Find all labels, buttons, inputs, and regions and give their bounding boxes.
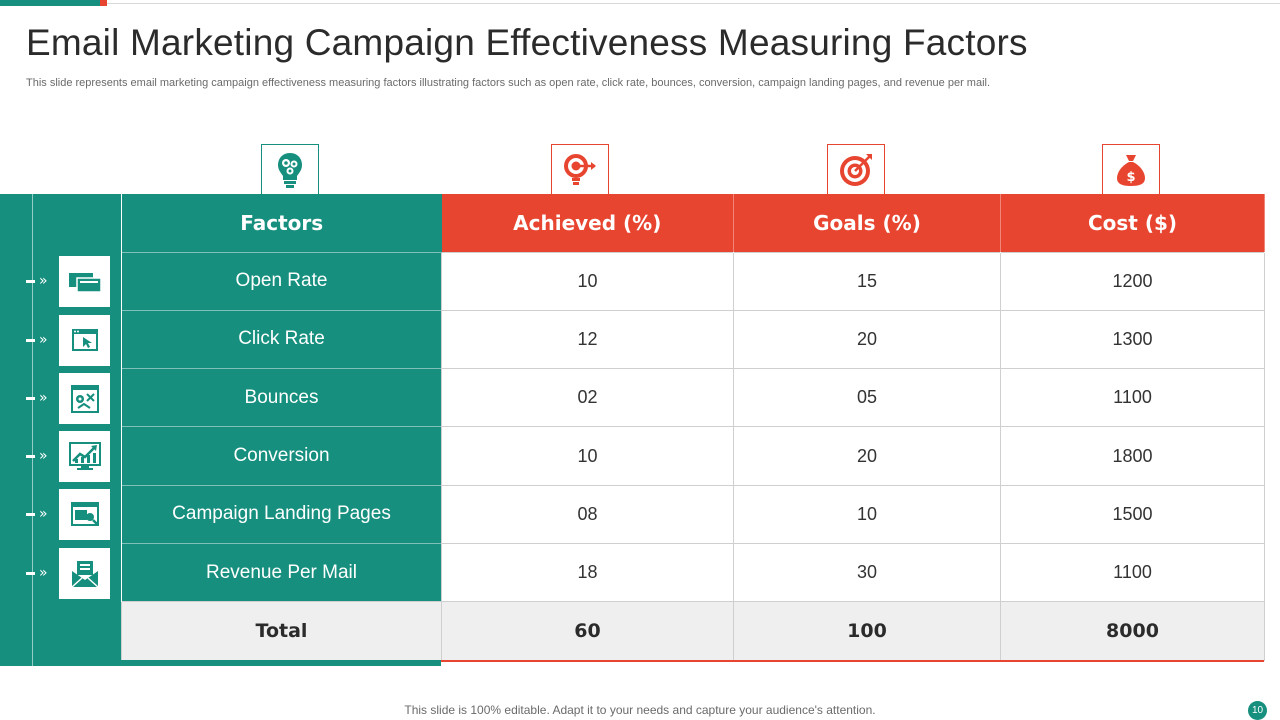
factor-cell: Revenue Per Mail bbox=[121, 542, 442, 602]
svg-text:$: $ bbox=[1126, 170, 1135, 185]
table-bottom-accent-red bbox=[441, 660, 1264, 662]
table-header-row: Factors Achieved (%) Goals (%) Cost ($) bbox=[121, 194, 1265, 252]
table-row: Open Rate 10 15 1200 bbox=[121, 251, 1265, 311]
footer-note: This slide is 100% editable. Adapt it to… bbox=[404, 703, 876, 717]
achieved-cell: 10 bbox=[441, 251, 734, 311]
goals-cell: 05 bbox=[733, 368, 1001, 428]
mail-envelope-icon bbox=[59, 548, 110, 599]
page-number-badge: 10 bbox=[1248, 701, 1267, 720]
total-goals: 100 bbox=[733, 601, 1001, 661]
achieved-cell: 10 bbox=[441, 426, 734, 486]
cost-cell: 1300 bbox=[1000, 309, 1265, 370]
total-achieved: 60 bbox=[441, 601, 734, 661]
row-marker-icon: » bbox=[26, 565, 50, 581]
total-label: Total bbox=[121, 601, 442, 661]
row-marker-icon: » bbox=[26, 448, 50, 464]
cursor-click-icon bbox=[59, 315, 110, 366]
column-header-goals: Goals (%) bbox=[733, 194, 1001, 252]
factors-table: Factors Achieved (%) Goals (%) Cost ($) … bbox=[121, 194, 1265, 661]
goals-cell: 20 bbox=[733, 309, 1001, 370]
column-header-achieved: Achieved (%) bbox=[441, 194, 734, 252]
money-bag-icon: $ bbox=[1102, 144, 1160, 194]
total-row: Total 60 100 8000 bbox=[121, 601, 1265, 661]
table-bottom-accent-green bbox=[121, 660, 441, 666]
total-cost: 8000 bbox=[1000, 601, 1265, 661]
top-accent-red bbox=[100, 0, 107, 6]
goals-cell: 10 bbox=[733, 484, 1001, 544]
top-divider bbox=[107, 3, 1280, 4]
target-arrow-icon bbox=[827, 144, 885, 194]
row-marker-icon: » bbox=[26, 390, 50, 406]
factor-cell: Click Rate bbox=[121, 309, 442, 369]
slide-subtitle: This slide represents email marketing ca… bbox=[26, 77, 991, 89]
lightbulb-gears-icon bbox=[261, 144, 319, 194]
target-idea-bulb-icon bbox=[551, 144, 609, 194]
row-marker-icon: » bbox=[26, 273, 50, 289]
achieved-cell: 18 bbox=[441, 542, 734, 603]
landing-page-icon bbox=[59, 489, 110, 540]
table-row: Bounces 02 05 1100 bbox=[121, 368, 1265, 428]
table-row: Conversion 10 20 1800 bbox=[121, 426, 1265, 486]
factor-cell: Open Rate bbox=[121, 251, 442, 311]
goals-cell: 20 bbox=[733, 426, 1001, 486]
goals-cell: 30 bbox=[733, 542, 1001, 603]
factor-cell: Bounces bbox=[121, 368, 442, 427]
column-header-factors: Factors bbox=[121, 194, 442, 252]
table-row: Click Rate 12 20 1300 bbox=[121, 309, 1265, 370]
cost-cell: 1500 bbox=[1000, 484, 1265, 544]
achieved-cell: 12 bbox=[441, 309, 734, 370]
cost-cell: 1800 bbox=[1000, 426, 1265, 486]
table-row: Revenue Per Mail 18 30 1100 bbox=[121, 542, 1265, 603]
row-marker-icon: » bbox=[26, 332, 50, 348]
top-accent-green bbox=[0, 0, 100, 6]
slide-title: Email Marketing Campaign Effectiveness M… bbox=[26, 22, 1028, 63]
row-marker-icon: » bbox=[26, 506, 50, 522]
growth-chart-icon bbox=[59, 431, 110, 482]
factor-cell: Campaign Landing Pages bbox=[121, 484, 442, 544]
cost-cell: 1100 bbox=[1000, 368, 1265, 428]
table-row: Campaign Landing Pages 08 10 1500 bbox=[121, 484, 1265, 544]
achieved-cell: 02 bbox=[441, 368, 734, 428]
goals-cell: 15 bbox=[733, 251, 1001, 311]
cost-cell: 1100 bbox=[1000, 542, 1265, 603]
bounce-arrows-icon bbox=[59, 373, 110, 424]
left-panel-divider bbox=[32, 194, 33, 666]
column-header-cost: Cost ($) bbox=[1000, 194, 1265, 252]
achieved-cell: 08 bbox=[441, 484, 734, 544]
browser-window-icon bbox=[59, 256, 110, 307]
cost-cell: 1200 bbox=[1000, 251, 1265, 311]
factor-cell: Conversion bbox=[121, 426, 442, 486]
